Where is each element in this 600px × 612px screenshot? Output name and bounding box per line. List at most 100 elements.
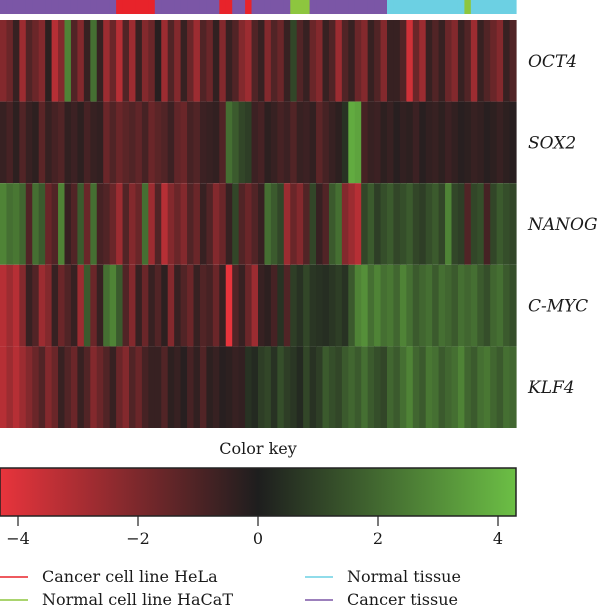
- heatmap-cell: [348, 264, 356, 347]
- color-key-title: Color key: [219, 439, 297, 458]
- heatmap-cell: [32, 346, 40, 428]
- heatmap-cell: [38, 346, 46, 428]
- sample-group-cell: [12, 0, 20, 14]
- sample-group-cell: [258, 0, 266, 14]
- legend-label: Normal cell line HaCaT: [42, 590, 233, 609]
- heatmap-cell: [225, 183, 233, 265]
- heatmap-cell: [496, 183, 504, 265]
- heatmap-cell: [238, 264, 246, 347]
- heatmap-cell: [348, 346, 356, 428]
- heatmap-cell: [141, 183, 149, 265]
- heatmap-cell: [457, 264, 465, 347]
- heatmap-cell: [174, 20, 182, 102]
- heatmap-cell: [45, 346, 53, 428]
- heatmap-cell: [103, 101, 111, 184]
- heatmap-cell: [180, 346, 188, 428]
- heatmap-cell: [270, 264, 278, 347]
- heatmap-cell: [470, 20, 478, 102]
- heatmap-cell: [464, 183, 472, 265]
- heatmap-cell: [258, 20, 266, 102]
- heatmap-cell: [25, 346, 33, 428]
- heatmap-cell: [374, 346, 382, 428]
- heatmap-cell: [283, 346, 291, 428]
- heatmap-cell: [509, 346, 517, 428]
- heatmap-cell: [490, 101, 498, 184]
- heatmap-cell: [303, 101, 311, 184]
- sample-group-cell: [116, 0, 124, 14]
- heatmap-cell: [483, 20, 491, 102]
- heatmap-cell: [457, 20, 465, 102]
- heatmap-cell: [387, 20, 395, 102]
- sample-group-cell: [32, 0, 40, 14]
- heatmap-cell: [477, 183, 485, 265]
- heatmap-cell: [6, 264, 14, 347]
- heatmap-cell: [38, 183, 46, 265]
- heatmap-cell: [64, 346, 72, 428]
- heatmap-cell: [232, 183, 240, 265]
- heatmap-cell: [90, 101, 98, 184]
- heatmap-cell: [303, 346, 311, 428]
- sample-group-cell: [361, 0, 369, 14]
- sample-group-cell: [129, 0, 137, 14]
- heatmap-cell: [290, 101, 298, 184]
- heatmap-cell: [470, 346, 478, 428]
- heatmap-cell: [470, 183, 478, 265]
- heatmap-cell: [322, 264, 330, 347]
- legend-label: Normal tissue: [347, 567, 461, 586]
- sample-group-cell: [199, 0, 207, 14]
- heatmap-cell: [90, 346, 98, 428]
- color-key-ticks: −4 −2 0 2 4: [6, 516, 503, 548]
- heatmap-cell: [167, 20, 175, 102]
- sample-group-cell: [419, 0, 427, 14]
- sample-group-cell: [264, 0, 272, 14]
- heatmap-cell: [374, 264, 382, 347]
- heatmap-cell: [258, 346, 266, 428]
- heatmap-cell: [277, 183, 285, 265]
- sample-group-cell: [64, 0, 72, 14]
- heatmap-cell: [303, 264, 311, 347]
- heatmap-cell: [296, 20, 304, 102]
- heatmap-cell: [393, 20, 401, 102]
- heatmap-cell: [161, 346, 169, 428]
- sample-group-cell: [412, 0, 420, 14]
- heatmap-cell: [0, 264, 8, 347]
- sample-group-cell: [406, 0, 414, 14]
- heatmap-cell: [322, 101, 330, 184]
- heatmap-cell: [374, 101, 382, 184]
- heatmap-cell: [38, 20, 46, 102]
- sample-group-cell: [387, 0, 395, 14]
- heatmap-cell: [193, 346, 201, 428]
- sample-group-cell: [399, 0, 407, 14]
- heatmap-cell: [32, 183, 40, 265]
- heatmap-cell: [341, 264, 349, 347]
- heatmap-cell: [116, 264, 124, 347]
- heatmap-cell: [64, 20, 72, 102]
- color-key-tick-label: −4: [6, 529, 30, 548]
- heatmap-cell: [509, 183, 517, 265]
- heatmap-cell: [277, 264, 285, 347]
- heatmap-cell: [296, 264, 304, 347]
- heatmap-cell: [187, 183, 195, 265]
- heatmap-cell: [12, 20, 20, 102]
- gene-label: NANOG: [527, 215, 598, 235]
- sample-group-cell: [245, 0, 253, 14]
- heatmap-cell: [19, 183, 27, 265]
- heatmap-cell: [399, 346, 407, 428]
- heatmap-cell: [406, 20, 414, 102]
- heatmap-cell: [129, 183, 137, 265]
- heatmap-cell: [367, 264, 375, 347]
- heatmap-cell: [232, 101, 240, 184]
- heatmap-cell: [251, 183, 259, 265]
- sample-group-cell: [451, 0, 459, 14]
- heatmap-cell: [167, 101, 175, 184]
- heatmap-cell: [477, 346, 485, 428]
- heatmap-cell: [496, 264, 504, 347]
- heatmap-cell: [270, 101, 278, 184]
- sample-group-cell: [354, 0, 362, 14]
- heatmap-cell: [283, 264, 291, 347]
- sample-group-cell: [464, 0, 472, 14]
- heatmap-cell: [70, 346, 78, 428]
- heatmap-cell: [445, 346, 453, 428]
- heatmap-cell: [451, 183, 459, 265]
